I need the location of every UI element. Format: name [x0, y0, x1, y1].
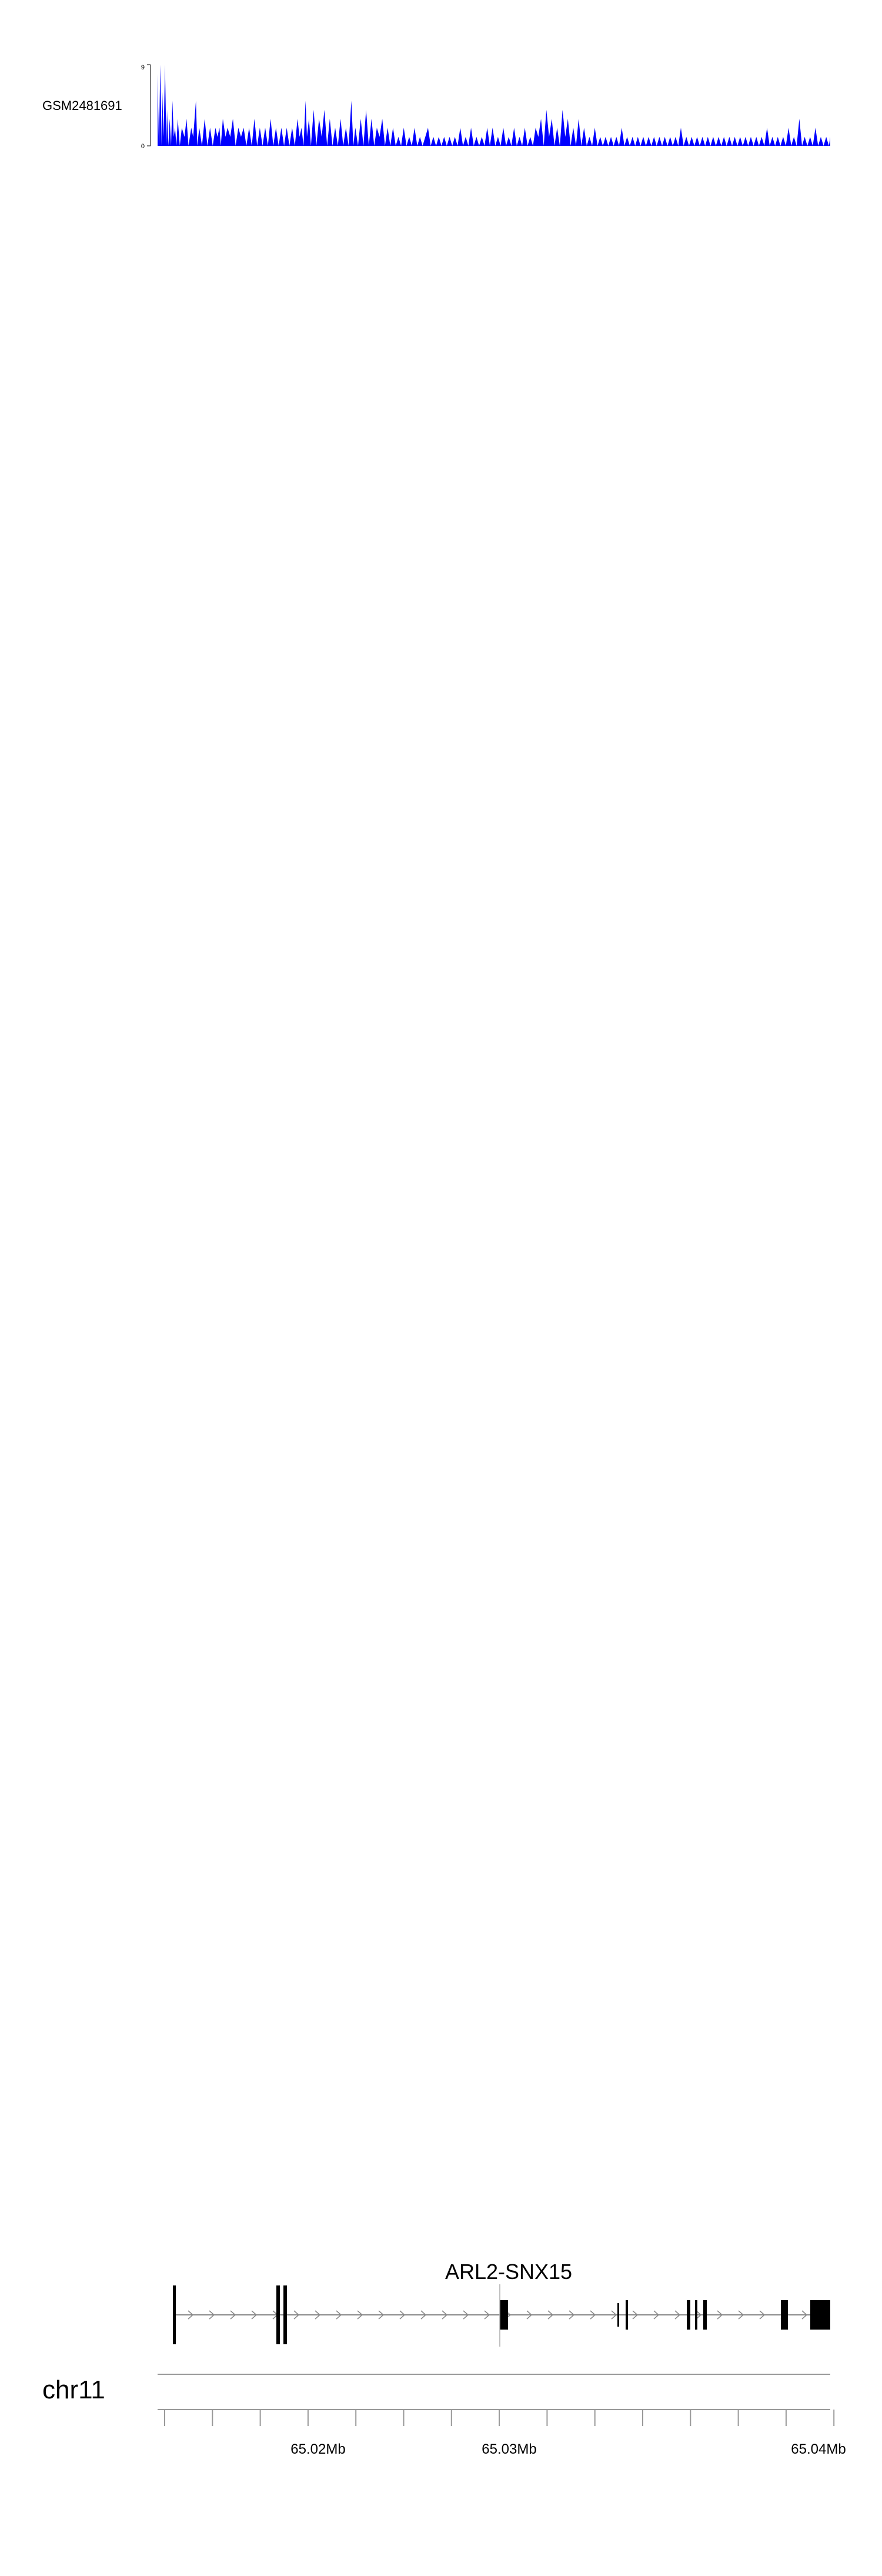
exon	[500, 2300, 508, 2330]
strand-arrow	[357, 2310, 363, 2320]
strand-arrow	[293, 2310, 300, 2320]
exon	[276, 2285, 280, 2344]
strand-arrow	[315, 2310, 321, 2320]
strand-arrow	[611, 2310, 617, 2320]
strand-arrow	[484, 2310, 490, 2320]
track-GSM2481691: GSM2481691 9 0	[42, 64, 830, 150]
strand-arrow	[209, 2310, 215, 2320]
strand-arrow	[738, 2310, 744, 2320]
strand-arrow	[717, 2310, 723, 2320]
exon	[703, 2300, 707, 2330]
track-label: GSM2481691	[42, 98, 122, 113]
strand-arrow	[674, 2310, 681, 2320]
axis-tick-label: 65.02Mb	[290, 2441, 345, 2457]
y-max-label: 9	[141, 64, 145, 71]
strand-arrow	[526, 2310, 533, 2320]
strand-arrow	[188, 2310, 194, 2320]
strand-arrow	[569, 2310, 575, 2320]
strand-arrow	[230, 2310, 236, 2320]
chromosome-label: chr11	[42, 2375, 105, 2404]
y-zero-label: 0	[141, 143, 145, 150]
strand-arrow	[696, 2310, 702, 2320]
gene-model: ARL2-SNX15	[173, 2260, 830, 2347]
strand-arrow	[801, 2310, 808, 2320]
strand-arrow	[759, 2310, 766, 2320]
strand-arrow	[336, 2310, 342, 2320]
strand-arrow	[632, 2310, 639, 2320]
coverage-tracks: GSM2481691 9 0	[42, 64, 830, 150]
exon	[626, 2300, 628, 2330]
strand-arrow	[442, 2310, 448, 2320]
strand-arrow	[399, 2310, 406, 2320]
exon	[781, 2300, 788, 2330]
gene-label: ARL2-SNX15	[445, 2260, 572, 2284]
strand-arrow	[378, 2310, 385, 2320]
axis-tick-label: 65.03Mb	[482, 2441, 536, 2457]
exon	[617, 2303, 619, 2327]
exon	[283, 2285, 287, 2344]
coverage-area	[158, 65, 830, 146]
strand-arrow	[590, 2310, 596, 2320]
strand-arrow	[251, 2310, 258, 2320]
genome-axis: chr11 65.02Mb 65.03Mb 65.04Mb	[42, 2374, 846, 2457]
exon	[173, 2285, 176, 2344]
axis-tick-label: 65.04Mb	[791, 2441, 846, 2457]
strand-arrow	[653, 2310, 660, 2320]
strand-arrow	[547, 2310, 554, 2320]
exon	[810, 2300, 830, 2330]
strand-arrow	[463, 2310, 469, 2320]
exon	[695, 2300, 697, 2330]
strand-arrow	[420, 2310, 427, 2320]
exon	[687, 2300, 690, 2330]
